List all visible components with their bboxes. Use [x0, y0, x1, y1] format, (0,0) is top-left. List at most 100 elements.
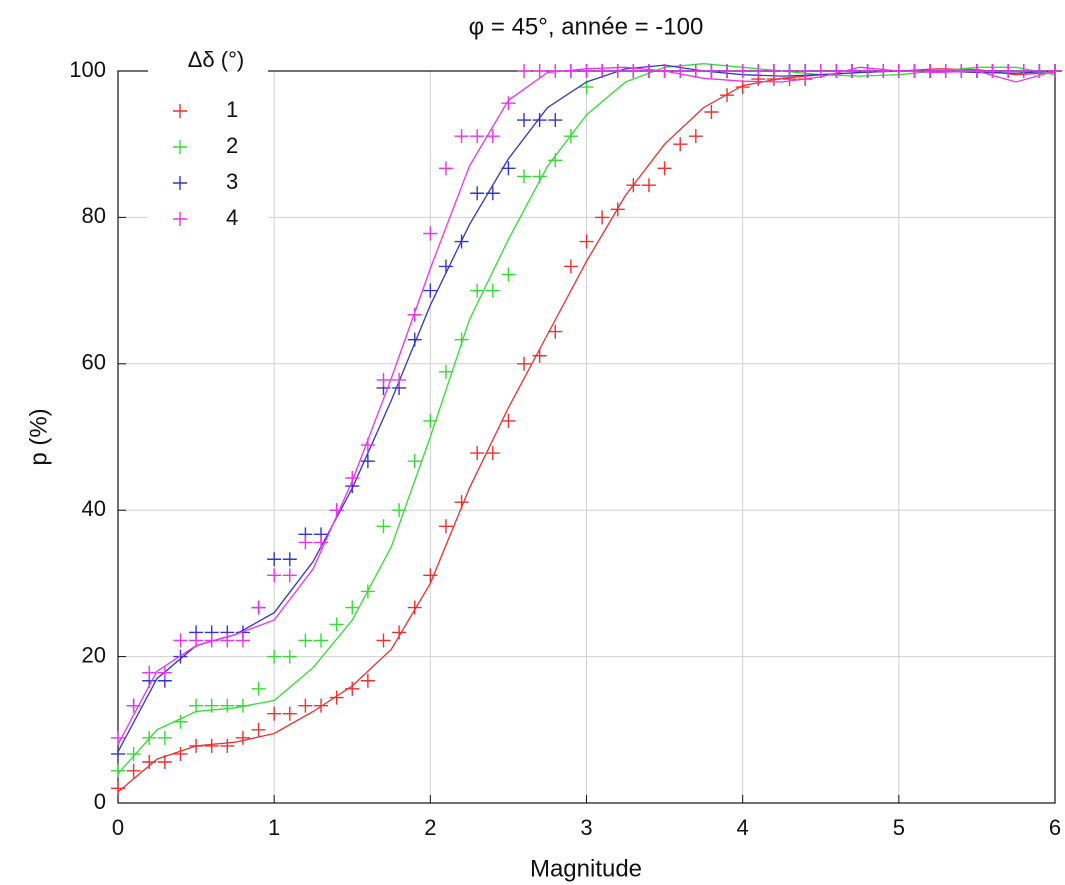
point	[766, 64, 781, 78]
point	[579, 234, 594, 249]
point	[173, 746, 188, 761]
point	[673, 64, 688, 78]
point	[345, 681, 360, 696]
point	[579, 64, 594, 78]
point	[1048, 64, 1062, 78]
point	[126, 698, 141, 713]
point	[392, 625, 407, 640]
point	[329, 503, 344, 518]
point	[360, 673, 375, 688]
point	[470, 186, 485, 201]
point	[142, 730, 157, 745]
point	[517, 169, 532, 184]
point	[501, 413, 516, 428]
point	[454, 129, 469, 144]
point	[267, 706, 282, 721]
point	[204, 738, 219, 753]
point	[610, 64, 625, 78]
point	[470, 129, 485, 144]
chart-title: φ = 45°, année = -100	[469, 13, 704, 40]
point	[220, 738, 235, 753]
point	[485, 446, 500, 461]
point	[563, 259, 578, 274]
point	[501, 96, 516, 111]
point	[376, 519, 391, 534]
point	[485, 186, 500, 201]
point	[641, 178, 656, 193]
point	[423, 413, 438, 428]
point	[235, 698, 250, 713]
point	[235, 730, 250, 745]
point	[438, 519, 453, 534]
point	[923, 64, 938, 78]
point	[844, 64, 859, 78]
x-tick-label: 2	[424, 815, 436, 840]
point	[438, 161, 453, 176]
point	[985, 64, 1000, 78]
point	[720, 64, 735, 78]
point	[235, 633, 250, 648]
point	[1016, 64, 1031, 78]
point	[454, 234, 469, 249]
point	[407, 332, 422, 347]
point	[735, 80, 750, 95]
point	[111, 746, 125, 761]
point	[548, 113, 563, 128]
point	[126, 763, 141, 778]
point	[392, 372, 407, 387]
point	[673, 137, 688, 152]
point	[485, 129, 500, 144]
x-tick-label: 5	[893, 815, 905, 840]
point	[813, 64, 828, 78]
point	[314, 633, 329, 648]
x-tick-label: 1	[268, 815, 280, 840]
point	[548, 153, 563, 168]
point	[345, 470, 360, 485]
point	[720, 88, 735, 103]
point	[392, 503, 407, 518]
point	[126, 746, 141, 761]
point	[189, 633, 204, 648]
point	[157, 755, 172, 770]
point	[173, 633, 188, 648]
y-tick-label: 20	[82, 642, 106, 667]
point	[532, 169, 547, 184]
point	[282, 568, 297, 583]
point	[563, 129, 578, 144]
point	[735, 64, 750, 78]
point	[657, 64, 672, 78]
point	[626, 178, 641, 193]
point	[876, 64, 891, 78]
point	[454, 495, 469, 510]
point	[360, 454, 375, 469]
point	[563, 64, 578, 78]
point	[1032, 64, 1047, 78]
point	[329, 690, 344, 705]
point	[470, 446, 485, 461]
point	[157, 665, 172, 680]
x-axis-label: Magnitude	[530, 855, 642, 882]
point	[407, 454, 422, 469]
y-tick-label: 80	[82, 203, 106, 228]
point	[501, 267, 516, 282]
point	[641, 64, 656, 78]
point	[298, 535, 313, 550]
point	[657, 161, 672, 176]
point	[111, 763, 125, 778]
point	[532, 113, 547, 128]
point	[345, 600, 360, 615]
legend-marker	[173, 176, 187, 190]
y-tick-label: 40	[82, 496, 106, 521]
x-tick-label: 4	[737, 815, 749, 840]
point	[517, 113, 532, 128]
point	[626, 64, 641, 78]
legend-label: 3	[226, 169, 238, 194]
point	[829, 64, 844, 78]
point	[111, 781, 125, 796]
point	[111, 730, 125, 745]
legend-box	[148, 57, 268, 232]
point	[282, 552, 297, 567]
point	[267, 552, 282, 567]
point	[798, 64, 813, 78]
